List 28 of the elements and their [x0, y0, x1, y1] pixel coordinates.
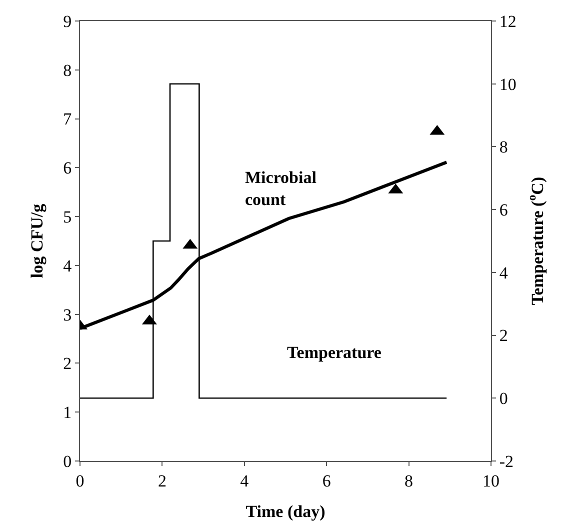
y-tick-label: 6 — [63, 158, 72, 178]
y2-tick-label: 2 — [499, 326, 508, 346]
y-tick-label: 0 — [63, 452, 72, 471]
y-tick-label: 9 — [63, 12, 72, 31]
x-tick-label: 6 — [322, 471, 331, 490]
y2-tick-label: 0 — [499, 389, 508, 408]
y-tick-label: 3 — [63, 305, 72, 324]
y-axis-title: log CFU/g — [28, 203, 47, 278]
y2-tick-label: 10 — [499, 74, 516, 94]
y-tick-label: 1 — [63, 403, 72, 422]
y-tick-label: 7 — [63, 110, 72, 129]
x-tick-label: 2 — [158, 471, 166, 490]
annotation: Temperature — [287, 343, 382, 362]
y2-tick-label: 12 — [499, 12, 516, 31]
x-tick-label: 4 — [240, 471, 250, 490]
annotation: Microbial count — [245, 168, 317, 210]
x-tick-label: 10 — [482, 471, 500, 490]
y2-tick-label: 4 — [499, 263, 508, 282]
y2-tick-label: -2 — [499, 452, 514, 471]
y-tick-label: 8 — [63, 60, 72, 80]
x-tick-label: 8 — [404, 471, 414, 490]
y2-tick-label: 8 — [499, 138, 508, 157]
y2-tick-label: 6 — [499, 200, 508, 220]
y-tick-label: 2 — [63, 354, 72, 374]
x-tick-label: 0 — [76, 471, 84, 490]
y-tick-label: 4 — [63, 256, 72, 276]
y-tick-label: 5 — [63, 208, 72, 227]
x-axis-title: Time (day) — [246, 502, 326, 521]
